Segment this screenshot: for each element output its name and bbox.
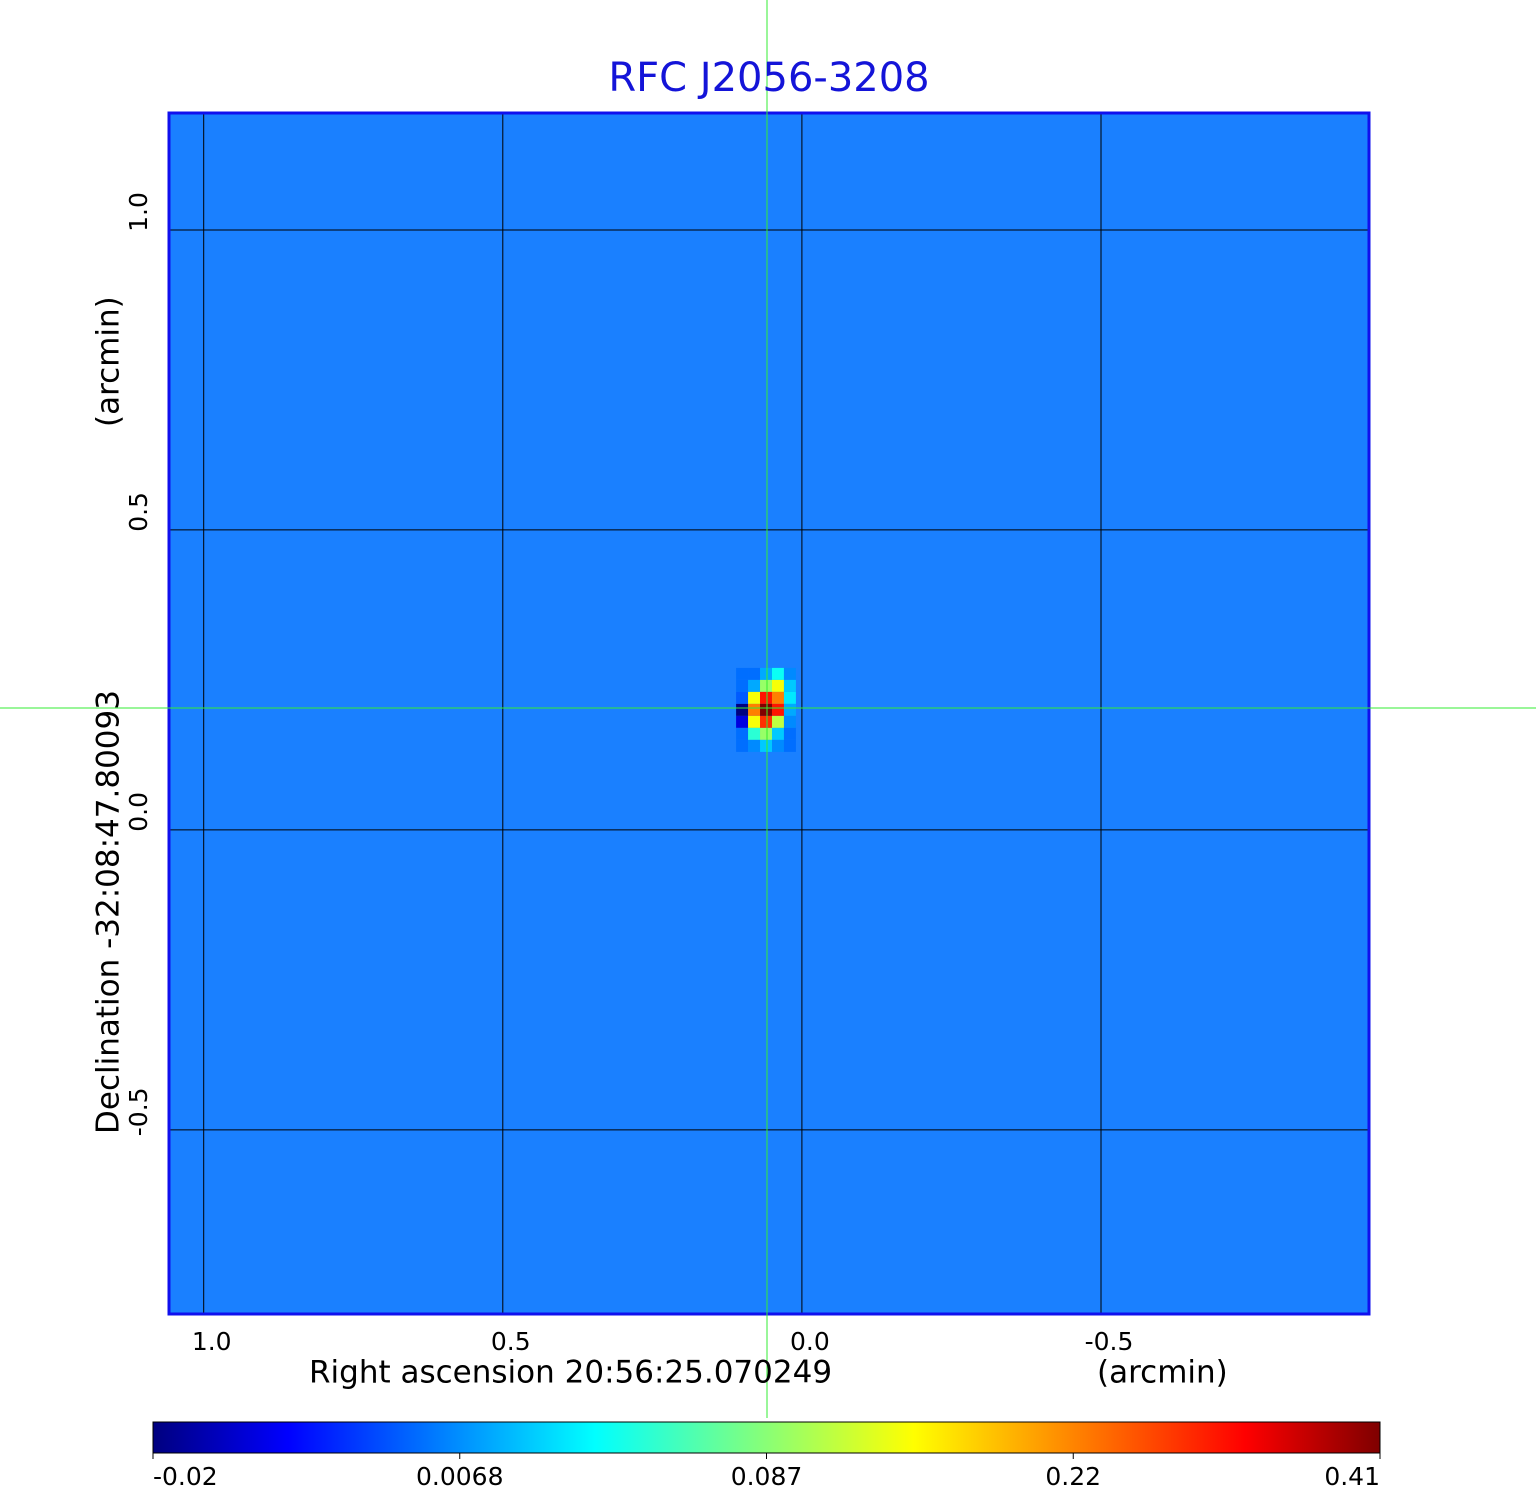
map-cell: [771, 691, 784, 704]
colorbar-tick-label: 0.22: [1045, 1462, 1101, 1491]
map-cell: [748, 715, 761, 728]
map-cell: [748, 739, 761, 752]
map-cell: [760, 715, 772, 728]
y-tick-label: -0.5: [124, 1087, 153, 1136]
map-cell: [771, 715, 784, 728]
x-axis-unit: (arcmin): [1097, 1355, 1228, 1391]
map-cell: [783, 739, 796, 752]
y-tick-label: 0.0: [124, 792, 153, 832]
map-cell: [736, 703, 749, 716]
chart-title: RFC J2056-3208: [608, 55, 929, 101]
map-cell: [748, 703, 761, 716]
y-tick-label: 1.0: [124, 192, 153, 232]
map-cell: [771, 679, 784, 692]
map-cell: [783, 727, 796, 740]
map-cell: [783, 679, 796, 692]
colorbar-tick-label: -0.02: [153, 1462, 218, 1491]
map-cell: [760, 727, 772, 740]
plot-frame: [167, 111, 1371, 1316]
colorbar-tick-label: 0.0068: [416, 1462, 503, 1491]
map-cell: [760, 667, 772, 680]
colorbar: [152, 1421, 1381, 1454]
map-cell: [760, 739, 772, 752]
x-axis-label: Right ascension 20:56:25.070249: [309, 1355, 832, 1391]
map-cell: [748, 667, 761, 680]
map-cell: [736, 715, 749, 728]
map-cell: [783, 715, 796, 728]
map-cell: [783, 691, 796, 704]
map-cell: [736, 739, 749, 752]
colorbar-tick-label: 0.087: [731, 1462, 803, 1491]
x-tick-label: 1.0: [192, 1327, 232, 1356]
map-cell: [748, 679, 761, 692]
map-cell: [736, 691, 749, 704]
map-cell: [760, 703, 772, 716]
map-cell: [771, 667, 784, 680]
map-cell: [736, 679, 749, 692]
x-tick-label: 0.0: [790, 1327, 830, 1356]
map-cell: [760, 691, 772, 704]
map-cell: [736, 727, 749, 740]
colorbar-tick-label: 0.41: [1324, 1462, 1380, 1491]
map-cell: [748, 691, 761, 704]
map-cell: [748, 727, 761, 740]
y-axis-unit: (arcmin): [91, 296, 127, 427]
map-cell: [771, 739, 784, 752]
y-axis-label: Declination -32:08:47.80093: [91, 690, 127, 1134]
y-tick-label: 0.5: [124, 492, 153, 532]
x-tick-label: 0.5: [491, 1327, 531, 1356]
map-cell: [760, 679, 772, 692]
map-cell: [771, 703, 784, 716]
map-cell: [771, 727, 784, 740]
map-cell: [783, 703, 796, 716]
map-cell: [783, 667, 796, 680]
x-tick-label: -0.5: [1085, 1327, 1134, 1356]
map-cell: [736, 667, 749, 680]
